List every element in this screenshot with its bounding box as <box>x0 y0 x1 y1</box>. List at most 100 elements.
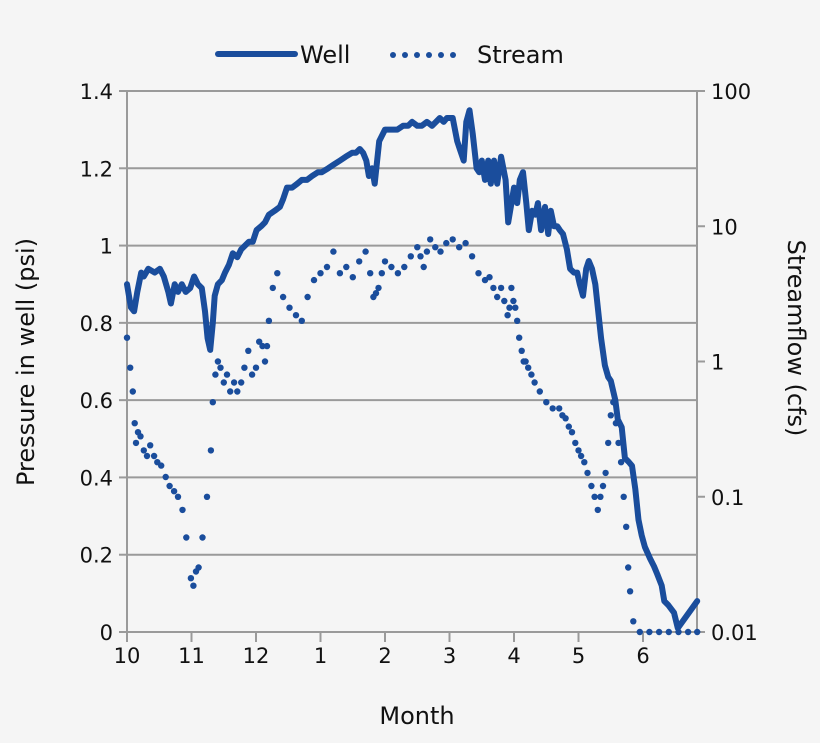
data-point <box>279 293 287 301</box>
data-point <box>510 297 517 305</box>
y-tick-label: 1.4 <box>80 80 113 104</box>
data-point <box>212 371 219 378</box>
data-point <box>602 469 609 477</box>
x-tick-label: 1 <box>314 644 327 668</box>
y-tick-label: 0.2 <box>80 544 113 568</box>
data-point <box>265 317 273 324</box>
data-point <box>259 342 266 350</box>
data-point <box>199 534 206 541</box>
data-point <box>310 276 318 284</box>
data-point <box>528 371 535 378</box>
data-point <box>378 270 385 277</box>
x-tick-label: 5 <box>572 644 585 668</box>
legend: Well Stream <box>215 41 564 69</box>
y-tick-label: 0 <box>100 621 113 645</box>
x-tick-label: 10 <box>114 644 141 668</box>
x-axis-title: Month <box>379 702 454 730</box>
data-point <box>655 628 663 636</box>
data-point <box>158 462 165 469</box>
data-point <box>248 371 256 378</box>
data-point <box>140 447 147 454</box>
data-point <box>336 270 344 277</box>
data-point <box>190 582 197 589</box>
data-point <box>330 248 337 255</box>
data-point <box>630 618 637 625</box>
y2-tick-label: 1 <box>711 351 724 375</box>
data-point <box>432 244 439 251</box>
y-tick-label: 1 <box>100 235 113 259</box>
y-tick-label: 0.8 <box>80 312 113 336</box>
data-point <box>286 304 293 311</box>
series-dots-stream <box>123 236 701 636</box>
data-point <box>456 244 463 251</box>
data-point <box>516 334 523 341</box>
data-point <box>504 312 511 319</box>
data-point <box>131 420 138 427</box>
x-tick-label: 3 <box>443 644 456 668</box>
data-point <box>207 447 215 454</box>
data-point <box>230 379 238 386</box>
data-point <box>597 493 604 500</box>
data-point <box>486 274 493 281</box>
data-point <box>543 399 550 406</box>
data-point <box>183 534 190 541</box>
legend-label-stream: Stream <box>477 41 564 69</box>
data-point <box>646 628 653 636</box>
data-point <box>388 263 395 271</box>
data-point <box>127 364 134 371</box>
data-point <box>323 263 331 271</box>
data-point <box>626 588 634 595</box>
data-point <box>623 523 630 530</box>
data-point <box>362 248 369 255</box>
data-point <box>497 284 505 292</box>
data-point <box>220 379 227 386</box>
data-point <box>588 482 595 490</box>
x-axis-ticks: 10 11 12 1 2 3 4 5 6 <box>114 632 650 668</box>
y2-axis-title: Streamflow (cfs) <box>782 240 810 437</box>
data-point <box>506 304 513 311</box>
data-point <box>349 274 356 281</box>
data-point <box>356 258 363 265</box>
x-tick-label: 2 <box>378 644 391 668</box>
data-point <box>129 388 136 395</box>
data-point <box>684 628 692 636</box>
data-point <box>187 575 195 582</box>
data-point <box>556 405 563 412</box>
x-tick-label: 4 <box>507 644 520 668</box>
y2-tick-label: 0.01 <box>711 621 758 645</box>
data-point <box>423 248 431 255</box>
data-point <box>209 399 216 406</box>
data-point <box>625 564 632 571</box>
data-point <box>620 493 627 500</box>
data-point <box>581 459 588 466</box>
data-point <box>522 358 529 365</box>
data-point <box>617 459 625 466</box>
data-point <box>591 493 598 500</box>
data-point <box>234 388 241 395</box>
data-point <box>292 312 300 319</box>
data-point <box>675 628 682 636</box>
data-point <box>241 364 248 371</box>
data-point <box>195 564 202 571</box>
data-point <box>162 473 169 481</box>
data-point <box>217 364 224 371</box>
data-point <box>166 482 173 490</box>
data-point <box>394 270 402 277</box>
data-point <box>490 284 497 292</box>
data-point <box>437 248 444 255</box>
data-point <box>372 290 380 297</box>
data-point <box>607 412 614 419</box>
data-point <box>536 388 543 395</box>
data-point <box>238 379 245 386</box>
x-tick-label: 11 <box>178 644 205 668</box>
data-point <box>179 506 186 514</box>
legend-label-well: Well <box>300 41 350 69</box>
y-tick-label: 0.4 <box>80 466 113 490</box>
data-point <box>549 405 556 412</box>
data-point <box>665 628 672 636</box>
data-point <box>572 439 579 447</box>
data-point <box>203 493 211 500</box>
data-point <box>605 439 612 447</box>
data-point <box>417 253 424 260</box>
